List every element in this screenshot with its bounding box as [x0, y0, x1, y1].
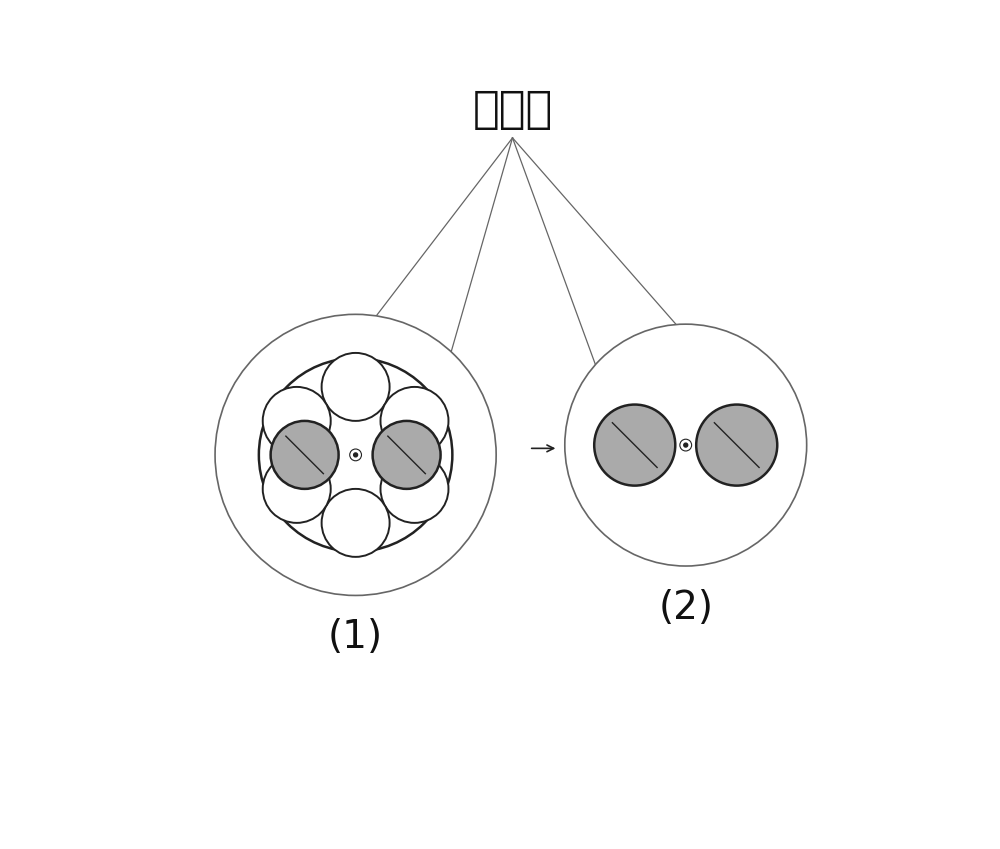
Circle shape [354, 453, 358, 457]
Circle shape [259, 358, 452, 552]
Text: (2): (2) [658, 589, 713, 627]
Circle shape [684, 443, 688, 447]
Circle shape [380, 455, 448, 523]
Circle shape [263, 387, 331, 455]
Text: 应力棒: 应力棒 [472, 88, 553, 132]
Circle shape [380, 387, 448, 455]
Circle shape [696, 405, 777, 486]
Circle shape [322, 489, 390, 557]
Circle shape [215, 314, 496, 595]
Circle shape [594, 405, 675, 486]
Circle shape [373, 421, 441, 489]
Circle shape [565, 324, 807, 566]
Circle shape [271, 421, 339, 489]
Circle shape [322, 353, 390, 421]
Text: (1): (1) [328, 618, 383, 656]
Circle shape [263, 455, 331, 523]
